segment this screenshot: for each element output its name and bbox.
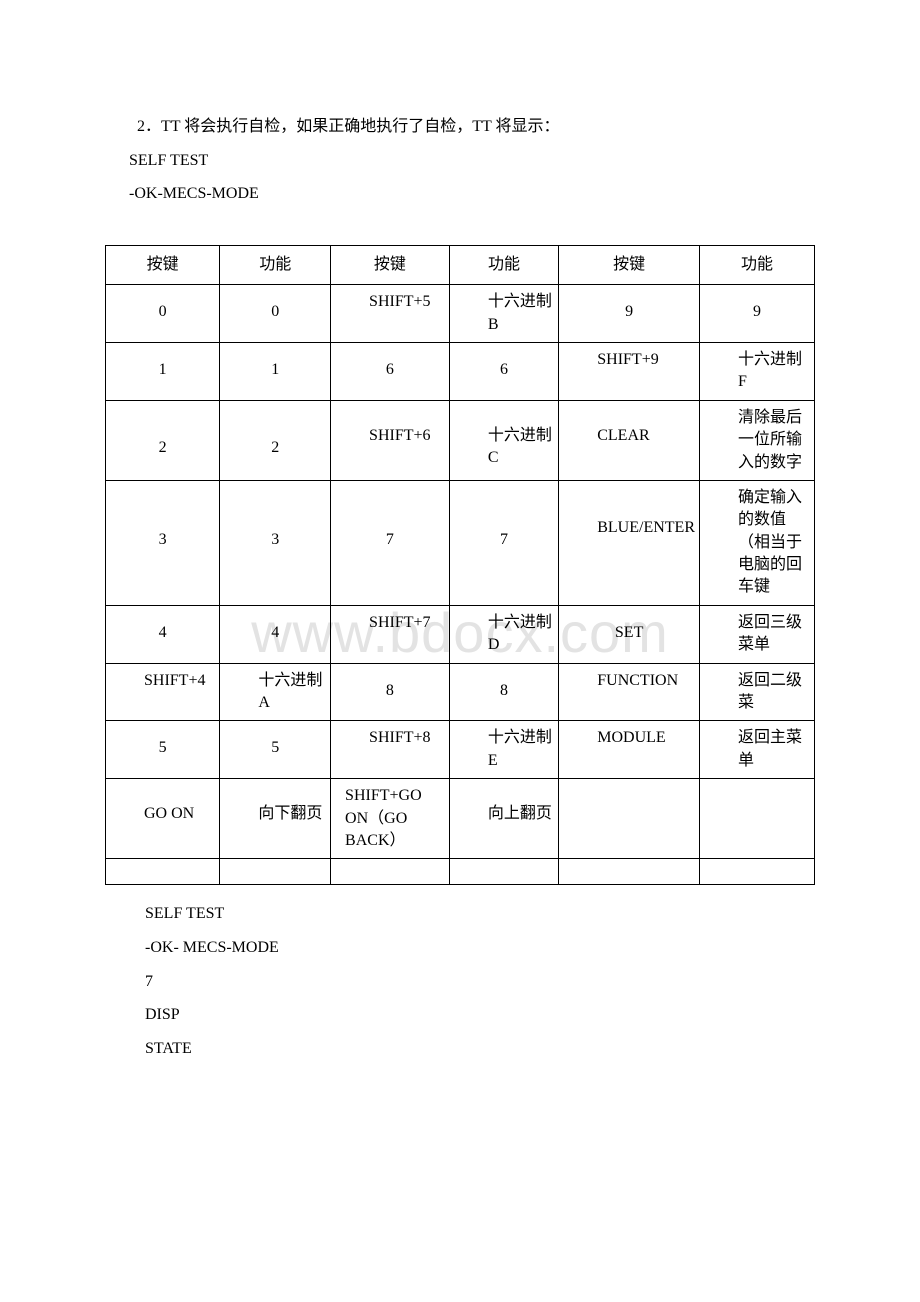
table-cell: 9: [559, 285, 700, 343]
table-cell: SHIFT+9: [559, 342, 700, 400]
table-cell: 2: [106, 400, 220, 480]
table-row: 0 0 SHIFT+5 十六进制 B 9 9: [106, 285, 815, 343]
table-cell: 3: [220, 480, 331, 605]
table-cell: 6: [449, 342, 558, 400]
table-cell: SHIFT+8: [331, 721, 450, 779]
intro-line-1: 2．TT 将会执行自检，如果正确地执行了自检，TT 将显示：: [105, 110, 815, 144]
footer-line-2: -OK- MECS-MODE: [105, 931, 815, 965]
table-cell: [559, 859, 700, 885]
table-cell: 十六进制 B: [449, 285, 558, 343]
table-cell: 6: [331, 342, 450, 400]
table-cell: 0: [106, 285, 220, 343]
table-cell: 返回主菜单: [700, 721, 815, 779]
table-cell: 十六进制 E: [449, 721, 558, 779]
table-row: SHIFT+4 十六进制 A 8 8 FUNCTION 返回二级菜: [106, 663, 815, 721]
header-cell: 按键: [331, 245, 450, 284]
table-cell: 4: [220, 605, 331, 663]
table-cell: [700, 779, 815, 859]
table-cell: SHIFT+GO ON（GO BACK）: [331, 779, 450, 859]
table-cell: 返回三级菜单: [700, 605, 815, 663]
table-cell: 十六进制 C: [449, 400, 558, 480]
header-cell: 功能: [220, 245, 331, 284]
table-cell: 8: [331, 663, 450, 721]
header-cell: 功能: [449, 245, 558, 284]
table-cell: 十六进制 D: [449, 605, 558, 663]
table-cell: [559, 779, 700, 859]
table-cell: 5: [220, 721, 331, 779]
table-cell: 十六进制 F: [700, 342, 815, 400]
table-cell: SHIFT+4: [106, 663, 220, 721]
table-cell: 5: [106, 721, 220, 779]
table-cell: 1: [106, 342, 220, 400]
table-cell: 确定输入的数值（相当于电脑的回车键: [700, 480, 815, 605]
footer-line-1: SELF TEST: [105, 897, 815, 931]
table-cell: [331, 859, 450, 885]
table-cell: 0: [220, 285, 331, 343]
intro-line-3: -OK-MECS-MODE: [105, 177, 815, 211]
footer-line-4: DISP: [105, 998, 815, 1032]
table-cell: 十六进制 A: [220, 663, 331, 721]
table-cell: 9: [700, 285, 815, 343]
table-row: 5 5 SHIFT+8 十六进制 E MODULE 返回主菜单: [106, 721, 815, 779]
table-row: 3 3 7 7 BLUE/ENTER 确定输入的数值（相当于电脑的回车键: [106, 480, 815, 605]
table-cell: GO ON: [106, 779, 220, 859]
table-cell: 7: [449, 480, 558, 605]
table-cell: 3: [106, 480, 220, 605]
table-row: 1 1 6 6 SHIFT+9 十六进制 F: [106, 342, 815, 400]
table-cell: SHIFT+5: [331, 285, 450, 343]
table-cell: 返回二级菜: [700, 663, 815, 721]
table-cell: 2: [220, 400, 331, 480]
table-cell: 7: [331, 480, 450, 605]
intro-line-2: SELF TEST: [105, 144, 815, 178]
table-cell: 向下翻页: [220, 779, 331, 859]
table-cell: BLUE/ENTER: [559, 480, 700, 605]
table-cell: 1: [220, 342, 331, 400]
table-cell: 向上翻页: [449, 779, 558, 859]
table-cell: MODULE: [559, 721, 700, 779]
header-cell: 功能: [700, 245, 815, 284]
table-row: 4 4 SHIFT+7 十六进制 D SET 返回三级菜单: [106, 605, 815, 663]
header-cell: 按键: [559, 245, 700, 284]
table-cell: 4: [106, 605, 220, 663]
table-cell: [106, 859, 220, 885]
table-cell: [700, 859, 815, 885]
table-row: GO ON 向下翻页 SHIFT+GO ON（GO BACK） 向上翻页: [106, 779, 815, 859]
table-cell: FUNCTION: [559, 663, 700, 721]
table-cell: [449, 859, 558, 885]
key-function-table: 按键 功能 按键 功能 按键 功能 0 0 SHIFT+5 十六进制 B 9 9…: [105, 245, 815, 886]
table-cell: 清除最后一位所输入的数字: [700, 400, 815, 480]
table-cell: 8: [449, 663, 558, 721]
table-header-row: 按键 功能 按键 功能 按键 功能: [106, 245, 815, 284]
table-cell: SHIFT+6: [331, 400, 450, 480]
table-cell: SHIFT+7: [331, 605, 450, 663]
table-row: [106, 859, 815, 885]
footer-line-5: STATE: [105, 1032, 815, 1066]
header-cell: 按键: [106, 245, 220, 284]
table-cell: [220, 859, 331, 885]
table-row: 2 2 SHIFT+6 十六进制 C CLEAR 清除最后一位所输入的数字: [106, 400, 815, 480]
table-cell: CLEAR: [559, 400, 700, 480]
footer-line-3: 7: [105, 965, 815, 999]
table-cell: SET: [559, 605, 700, 663]
